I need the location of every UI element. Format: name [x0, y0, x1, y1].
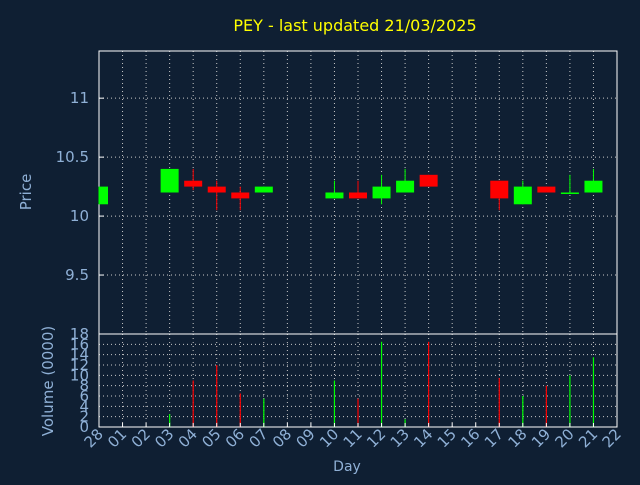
- candle-body-21: [584, 180, 603, 193]
- volume-y-tick-label: 12: [70, 356, 89, 374]
- x-tick-label: 07: [245, 425, 271, 451]
- price-y-tick-label: 10.5: [56, 148, 89, 166]
- x-tick-label: 10: [316, 425, 342, 451]
- volume-y-tick-label: 4: [79, 397, 89, 415]
- price-axis-label: Price: [17, 174, 35, 211]
- candle-body-13: [396, 180, 415, 193]
- candle-body-07: [254, 186, 273, 193]
- candle-body-11: [349, 192, 367, 199]
- x-tick-label: 14: [410, 425, 436, 451]
- volume-y-tick-label: 6: [79, 387, 89, 405]
- x-tick-label: 11: [340, 425, 366, 451]
- x-tick-label: 15: [434, 425, 460, 451]
- price-y-tick-label: 11: [70, 89, 89, 107]
- volume-y-tick-label: 2: [79, 408, 89, 426]
- x-tick-label: 04: [175, 425, 201, 451]
- volume-y-tick-label: 18: [70, 325, 89, 343]
- volume-y-tick-label: 8: [79, 377, 89, 395]
- candle-body-04: [184, 180, 203, 187]
- volume-y-tick-label: 0: [79, 418, 89, 436]
- x-tick-label: 05: [198, 425, 224, 451]
- x-tick-label: 02: [128, 425, 154, 451]
- candle-body-03: [160, 168, 179, 193]
- x-axis: 2801020304050607080910111213141516171819…: [81, 423, 625, 451]
- x-tick-label: 01: [104, 425, 130, 451]
- candle-body-12: [372, 186, 391, 199]
- volume-y-tick-label: 16: [70, 335, 89, 353]
- candle-body-19: [537, 186, 556, 193]
- x-tick-label: 16: [457, 425, 483, 451]
- x-tick-label: 17: [481, 425, 507, 451]
- x-tick-label: 13: [387, 425, 413, 451]
- chart-title: PEY - last updated 21/03/2025: [233, 16, 476, 35]
- x-tick-label: 06: [222, 425, 248, 451]
- candle-body-14: [419, 174, 438, 187]
- candle-body-20: [560, 192, 579, 194]
- candle-body-17: [490, 180, 509, 199]
- x-tick-label: 08: [269, 425, 295, 451]
- x-tick-label: 21: [575, 425, 601, 451]
- x-tick-label: 22: [599, 425, 625, 451]
- candle-body-05: [207, 186, 226, 193]
- volume-axis-label: Volume (0000): [39, 326, 57, 436]
- x-axis-label: Day: [333, 459, 361, 475]
- price-y-tick-label: 10: [70, 207, 89, 225]
- x-tick-label: 09: [293, 425, 319, 451]
- x-tick-label: 20: [552, 425, 578, 451]
- candle-body-18: [513, 186, 532, 205]
- candle-body-06: [231, 192, 250, 199]
- price-panel: 9.5 10 10.5 11: [56, 50, 618, 335]
- candle-body-10: [325, 192, 344, 199]
- volume-y-tick-label: 14: [70, 346, 89, 364]
- volume-y-tick-label: 10: [70, 366, 89, 384]
- x-tick-label: 19: [528, 425, 554, 451]
- x-tick-label: 03: [151, 425, 177, 451]
- x-tick-label: 12: [363, 425, 389, 451]
- price-y-tick-label: 9.5: [65, 266, 89, 284]
- x-tick-label: 18: [504, 425, 530, 451]
- candle-body-28: [99, 186, 108, 205]
